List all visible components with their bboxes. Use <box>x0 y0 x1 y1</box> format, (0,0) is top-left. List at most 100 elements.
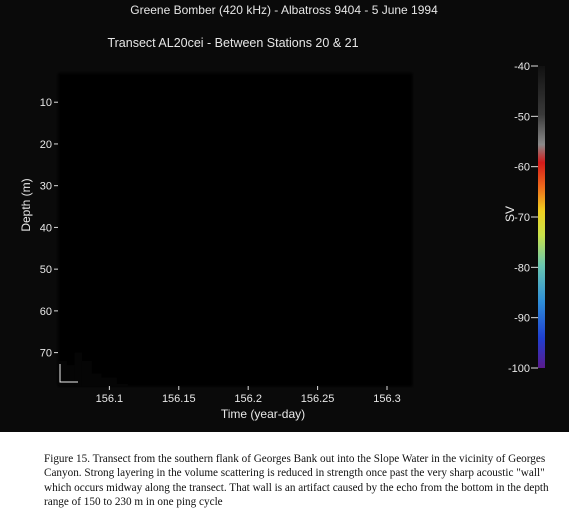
heatmap-cell <box>265 297 269 304</box>
heatmap-cell <box>238 234 242 241</box>
heatmap-cell <box>298 333 302 340</box>
heatmap-cell <box>151 250 155 257</box>
heatmap-cell <box>190 312 194 319</box>
heatmap-cell <box>214 125 218 131</box>
heatmap-cell <box>64 239 68 246</box>
heatmap-cell <box>274 266 278 272</box>
heatmap-cell <box>256 119 260 126</box>
heatmap-cell <box>211 370 215 377</box>
heatmap-cell <box>97 359 101 366</box>
heatmap-cell <box>289 307 293 314</box>
heatmap-cell <box>259 333 263 340</box>
heatmap-cell <box>274 380 278 387</box>
heatmap-cell <box>244 271 248 278</box>
figure-panel: Greene Bomber (420 kHz) - Albatross 9404… <box>0 0 569 432</box>
heatmap-cell <box>301 93 305 100</box>
heatmap-cell <box>82 323 86 330</box>
heatmap-cell <box>295 156 299 163</box>
heatmap-cell <box>283 224 287 231</box>
heatmap-cell <box>208 229 212 236</box>
heatmap-cell <box>250 219 254 225</box>
heatmap-cell <box>160 130 164 137</box>
heatmap-cell <box>112 146 116 152</box>
heatmap-cell <box>139 182 143 189</box>
heatmap-cell <box>79 99 83 105</box>
heatmap-cell <box>292 208 296 215</box>
heatmap-cell <box>106 323 110 330</box>
heatmap-cell <box>274 119 278 126</box>
heatmap-cell <box>154 208 158 215</box>
heatmap-cell <box>199 354 203 361</box>
heatmap-cell <box>256 266 260 272</box>
heatmap-cell <box>226 182 230 189</box>
heatmap-cell <box>295 245 299 251</box>
heatmap-cell <box>232 172 236 178</box>
heatmap-cell <box>232 130 236 137</box>
heatmap-cell <box>202 250 206 257</box>
heatmap-cell <box>100 187 104 194</box>
heatmap-cell <box>241 177 245 184</box>
heatmap-cell <box>199 370 203 377</box>
heatmap-cell <box>307 73 311 79</box>
heatmap-cell <box>133 135 137 142</box>
heatmap-cell <box>79 93 83 100</box>
heatmap-cell <box>244 99 248 105</box>
heatmap-cell <box>64 333 68 340</box>
heatmap-cell <box>298 234 302 241</box>
heatmap-cell <box>157 156 161 163</box>
heatmap-cell <box>307 99 311 105</box>
heatmap-cell <box>256 151 260 158</box>
heatmap-cell <box>163 323 167 330</box>
heatmap-cell <box>211 219 215 225</box>
heatmap-cell <box>115 109 119 116</box>
heatmap-cell <box>103 146 107 152</box>
heatmap-cell <box>103 140 107 147</box>
heatmap-cell <box>151 172 155 178</box>
heatmap-cell <box>91 109 95 116</box>
heatmap-cell <box>304 78 308 85</box>
heatmap-cell <box>67 271 71 278</box>
heatmap-cell <box>211 93 215 100</box>
heatmap-cell <box>289 365 293 371</box>
heatmap-cell <box>175 172 179 178</box>
heatmap-cell <box>76 125 80 131</box>
heatmap-cell <box>94 78 98 85</box>
heatmap-cell <box>85 99 89 105</box>
heatmap-cell <box>139 370 143 377</box>
heatmap-cell <box>298 286 302 293</box>
heatmap-cell <box>238 323 242 330</box>
heatmap-cell <box>265 73 269 79</box>
heatmap-cell <box>259 172 263 178</box>
heatmap-cell <box>169 281 173 288</box>
heatmap-cell <box>250 73 254 79</box>
heatmap-cell <box>268 146 272 152</box>
heatmap-cell <box>292 239 296 246</box>
heatmap-cell <box>295 344 299 351</box>
heatmap-cell <box>169 125 173 131</box>
heatmap-cell <box>226 99 230 105</box>
heatmap-cell <box>244 239 248 246</box>
heatmap-cell <box>70 208 74 215</box>
heatmap-cell <box>232 339 236 345</box>
heatmap-cell <box>247 281 251 288</box>
heatmap-cell <box>139 286 143 293</box>
heatmap-cell <box>106 312 110 319</box>
heatmap-cell <box>109 219 113 225</box>
heatmap-cell <box>145 302 149 309</box>
heatmap-cell <box>157 192 161 199</box>
heatmap-cell <box>151 78 155 85</box>
heatmap-cell <box>175 140 179 147</box>
heatmap-cell <box>181 224 185 231</box>
heatmap-cell <box>229 219 233 225</box>
heatmap-cell <box>127 224 131 231</box>
heatmap-cell <box>97 260 101 267</box>
heatmap-cell <box>190 99 194 105</box>
heatmap-cell <box>190 146 194 152</box>
heatmap-cell <box>301 208 305 215</box>
heatmap-cell <box>295 359 299 366</box>
heatmap-cell <box>73 208 77 215</box>
heatmap-cell <box>193 292 197 298</box>
heatmap-cell <box>250 276 254 283</box>
heatmap-cell <box>118 88 122 95</box>
heatmap-cell <box>70 349 74 356</box>
